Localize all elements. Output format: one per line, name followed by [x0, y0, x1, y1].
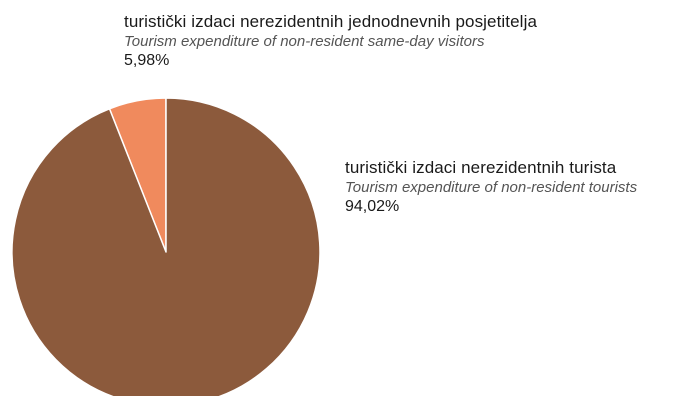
label-same-day-english: Tourism expenditure of non-resident same… [124, 33, 485, 50]
pie-slice-tourists [11, 97, 321, 396]
label-same-day-croatian: turistički izdaci nerezidentnih jednodne… [124, 12, 537, 31]
pie-slices [11, 97, 321, 396]
slice-label-tourists: turistički izdaci nerezidentnih turista … [345, 158, 637, 217]
label-tourists-english: Tourism expenditure of non-resident tour… [345, 179, 638, 196]
slice-label-same-day-visitors: turistički izdaci nerezidentnih jednodne… [124, 12, 537, 71]
label-same-day-percent: 5,98% [124, 52, 170, 69]
label-tourists-percent: 94,02% [345, 198, 400, 215]
label-tourists-croatian: turistički izdaci nerezidentnih turista [345, 158, 617, 177]
